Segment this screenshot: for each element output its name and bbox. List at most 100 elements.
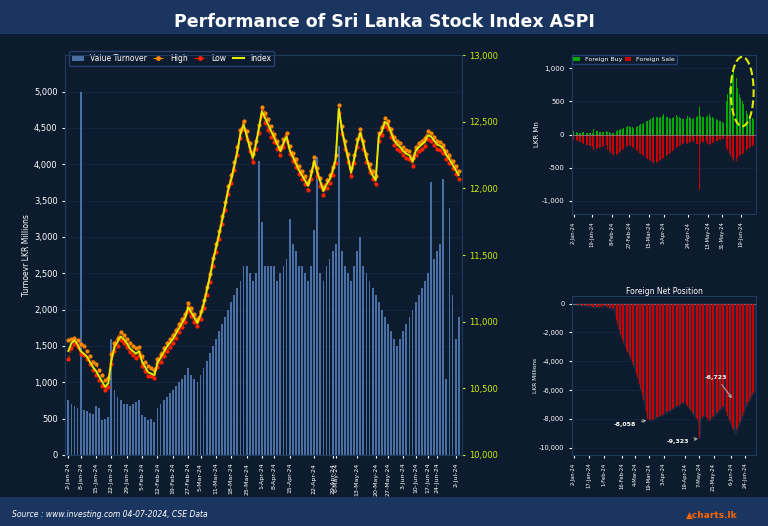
Point (90, 360, 102, 369)
Bar (662, 135, 663, 159)
Bar (607, 304, 608, 307)
Bar (154, 422, 155, 455)
Point (305, 167, 317, 175)
Point (204, 278, 216, 286)
Bar (673, 135, 674, 150)
Bar (203, 368, 204, 455)
Bar (743, 135, 744, 153)
Bar (709, 304, 710, 421)
Bar (723, 135, 724, 139)
Point (219, 198, 231, 206)
Bar (700, 116, 701, 135)
Bar (611, 304, 613, 308)
Bar (594, 304, 595, 307)
Bar (356, 251, 358, 455)
Bar (733, 304, 734, 430)
Point (363, 160, 376, 169)
Point (62, 336, 74, 345)
Point (256, 111, 268, 119)
Bar (594, 135, 595, 149)
Point (290, 155, 302, 164)
Bar (89, 413, 91, 455)
Bar (184, 375, 186, 455)
Bar (581, 135, 582, 143)
Bar (659, 118, 660, 135)
Point (311, 173, 323, 181)
Point (391, 144, 403, 153)
Bar (439, 244, 441, 455)
Point (265, 133, 277, 141)
Y-axis label: LKR Mn: LKR Mn (535, 122, 541, 147)
Bar (677, 117, 678, 135)
Point (142, 372, 154, 381)
Point (385, 133, 397, 141)
Bar (727, 135, 728, 150)
Bar (672, 135, 673, 151)
Bar (606, 304, 607, 306)
Point (360, 158, 372, 166)
Text: -9,323: -9,323 (667, 438, 697, 444)
Point (133, 351, 145, 359)
Point (231, 151, 243, 159)
Bar (669, 304, 670, 411)
Bar (209, 353, 210, 455)
Bar (722, 122, 723, 135)
Bar (702, 135, 703, 143)
Bar (692, 135, 693, 141)
Point (71, 343, 84, 351)
Bar (591, 135, 593, 147)
Bar (586, 135, 587, 145)
Point (222, 189, 234, 198)
Point (148, 366, 161, 374)
Point (136, 361, 148, 370)
Point (302, 186, 314, 194)
Bar (295, 251, 296, 455)
Point (154, 349, 167, 358)
Bar (255, 274, 257, 455)
Point (68, 333, 81, 342)
Point (290, 163, 302, 171)
Point (382, 116, 394, 125)
Bar (679, 135, 680, 146)
Bar (289, 219, 290, 455)
Bar (298, 266, 300, 455)
Bar (674, 304, 675, 407)
Bar (682, 304, 683, 403)
Point (222, 181, 234, 190)
Bar (736, 304, 737, 430)
Bar (384, 317, 386, 455)
Bar (579, 133, 580, 135)
Point (87, 358, 99, 366)
Bar (652, 304, 653, 420)
Bar (714, 119, 716, 135)
Bar (724, 104, 726, 135)
Point (139, 367, 151, 375)
Bar (335, 244, 336, 455)
Bar (653, 135, 654, 163)
Bar (138, 400, 140, 455)
Bar (74, 406, 75, 455)
Bar (697, 304, 698, 420)
Bar (712, 304, 713, 418)
Point (253, 128, 265, 137)
Bar (723, 304, 724, 406)
Bar (710, 117, 711, 135)
Bar (727, 304, 728, 416)
Bar (694, 304, 696, 417)
Bar (369, 280, 370, 455)
Bar (86, 411, 88, 455)
Point (121, 343, 133, 351)
Bar (240, 280, 241, 455)
Bar (619, 130, 620, 135)
Bar (623, 135, 624, 149)
Point (419, 134, 431, 142)
Bar (656, 135, 657, 163)
Bar (160, 404, 161, 455)
Point (406, 161, 419, 170)
Bar (653, 117, 654, 135)
Bar (736, 135, 737, 161)
Bar (636, 127, 637, 135)
Bar (692, 119, 693, 135)
Bar (344, 266, 346, 455)
Point (314, 174, 326, 182)
